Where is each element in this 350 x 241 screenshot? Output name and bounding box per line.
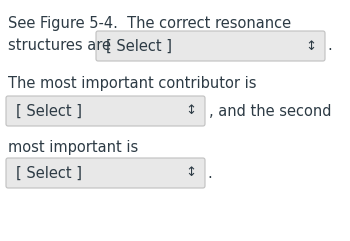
Text: .: . [207, 166, 212, 181]
Text: , and the second: , and the second [209, 103, 331, 119]
Text: The most important contributor is: The most important contributor is [8, 76, 257, 91]
FancyBboxPatch shape [6, 158, 205, 188]
FancyBboxPatch shape [96, 31, 325, 61]
Text: See Figure 5-4.  The correct resonance: See Figure 5-4. The correct resonance [8, 16, 291, 31]
Text: ↕: ↕ [186, 105, 197, 118]
Text: ↕: ↕ [306, 40, 316, 53]
Text: .: . [327, 39, 332, 54]
Text: [ Select ]: [ Select ] [106, 39, 172, 54]
Text: structures are: structures are [8, 39, 111, 54]
Text: [ Select ]: [ Select ] [16, 103, 82, 119]
Text: ↕: ↕ [186, 167, 197, 180]
FancyBboxPatch shape [6, 96, 205, 126]
Text: most important is: most important is [8, 140, 138, 155]
Text: [ Select ]: [ Select ] [16, 166, 82, 181]
